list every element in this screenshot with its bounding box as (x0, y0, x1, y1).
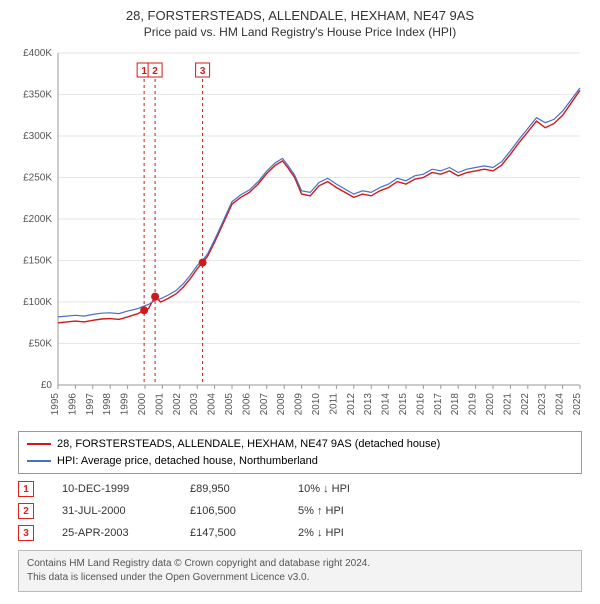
event-badge: 3 (18, 525, 34, 541)
event-price: £106,500 (190, 505, 270, 517)
price-event-row: 3 25-APR-2003 £147,500 2% ↓ HPI (18, 522, 582, 544)
svg-text:2008: 2008 (276, 393, 287, 416)
event-date: 31-JUL-2000 (62, 505, 162, 517)
svg-text:£400K: £400K (23, 48, 52, 59)
legend-swatch (27, 460, 51, 462)
svg-text:1: 1 (141, 66, 147, 77)
svg-text:2005: 2005 (224, 393, 235, 416)
footer-line-1: Contains HM Land Registry data © Crown c… (27, 557, 573, 571)
event-date: 10-DEC-1999 (62, 483, 162, 495)
chart-plot-area: £0 £50K £100K £150K £200K £250K £300K £350K £400… (10, 45, 590, 425)
svg-text:2022: 2022 (520, 393, 531, 416)
svg-text:3: 3 (200, 66, 206, 77)
event-vs-hpi: 2% ↓ HPI (298, 527, 388, 539)
svg-text:£250K: £250K (23, 173, 52, 184)
svg-text:2003: 2003 (189, 393, 200, 416)
svg-text:2019: 2019 (468, 393, 479, 416)
svg-text:£300K: £300K (23, 131, 52, 142)
svg-text:1998: 1998 (102, 393, 113, 416)
legend-row: HPI: Average price, detached house, Nort… (27, 453, 573, 470)
event-badge: 2 (18, 503, 34, 519)
svg-text:1997: 1997 (85, 393, 96, 416)
svg-text:2012: 2012 (346, 393, 357, 416)
svg-text:£150K: £150K (23, 256, 52, 267)
svg-text:2025: 2025 (572, 393, 583, 416)
event-vs-hpi: 5% ↑ HPI (298, 505, 388, 517)
svg-text:2021: 2021 (502, 393, 513, 416)
event-vs-hpi: 10% ↓ HPI (298, 483, 388, 495)
price-event-row: 1 10-DEC-1999 £89,950 10% ↓ HPI (18, 478, 582, 500)
footer-line-2: This data is licensed under the Open Gov… (27, 571, 573, 585)
svg-text:2011: 2011 (328, 393, 339, 415)
chart-title: 28, FORSTERSTEADS, ALLENDALE, HEXHAM, NE… (10, 8, 590, 23)
svg-text:2018: 2018 (450, 393, 461, 416)
svg-text:1995: 1995 (50, 393, 61, 416)
svg-text:2013: 2013 (363, 393, 374, 416)
svg-text:2015: 2015 (398, 393, 409, 416)
svg-text:£0: £0 (41, 380, 53, 391)
svg-text:2007: 2007 (259, 393, 270, 416)
svg-text:2001: 2001 (154, 393, 165, 416)
event-date: 25-APR-2003 (62, 527, 162, 539)
svg-text:2010: 2010 (311, 393, 322, 416)
svg-text:£350K: £350K (23, 90, 52, 101)
svg-text:2023: 2023 (537, 393, 548, 416)
svg-text:1996: 1996 (67, 393, 78, 416)
legend-swatch (27, 443, 51, 445)
svg-text:£100K: £100K (23, 297, 52, 308)
svg-text:2024: 2024 (555, 393, 566, 416)
svg-text:2006: 2006 (241, 393, 252, 416)
legend-label: HPI: Average price, detached house, Nort… (57, 453, 318, 470)
chart-container: 28, FORSTERSTEADS, ALLENDALE, HEXHAM, NE… (0, 0, 600, 604)
price-events-table: 1 10-DEC-1999 £89,950 10% ↓ HPI 2 31-JUL-2000… (18, 478, 582, 544)
legend: 28, FORSTERSTEADS, ALLENDALE, HEXHAM, NE… (18, 431, 582, 474)
price-event-row: 2 31-JUL-2000 £106,500 5% ↑ HPI (18, 500, 582, 522)
svg-text:2020: 2020 (485, 393, 496, 416)
svg-text:2: 2 (152, 66, 158, 77)
line-chart: £0 £50K £100K £150K £200K £250K £300K £350K £400… (10, 45, 590, 425)
event-price: £89,950 (190, 483, 270, 495)
svg-text:2016: 2016 (415, 393, 426, 416)
svg-text:£50K: £50K (29, 339, 53, 350)
chart-subtitle: Price paid vs. HM Land Registry's House … (10, 25, 590, 39)
svg-text:2004: 2004 (207, 393, 218, 416)
svg-text:2000: 2000 (137, 393, 148, 416)
svg-text:2014: 2014 (381, 393, 392, 416)
legend-label: 28, FORSTERSTEADS, ALLENDALE, HEXHAM, NE… (57, 436, 440, 453)
event-badge: 1 (18, 481, 34, 497)
attribution-footer: Contains HM Land Registry data © Crown c… (18, 550, 582, 592)
legend-row: 28, FORSTERSTEADS, ALLENDALE, HEXHAM, NE… (27, 436, 573, 453)
event-price: £147,500 (190, 527, 270, 539)
svg-text:£200K: £200K (23, 214, 52, 225)
svg-text:2017: 2017 (433, 393, 444, 416)
svg-text:2002: 2002 (172, 393, 183, 416)
svg-text:1999: 1999 (120, 393, 131, 416)
svg-text:2009: 2009 (294, 393, 305, 416)
